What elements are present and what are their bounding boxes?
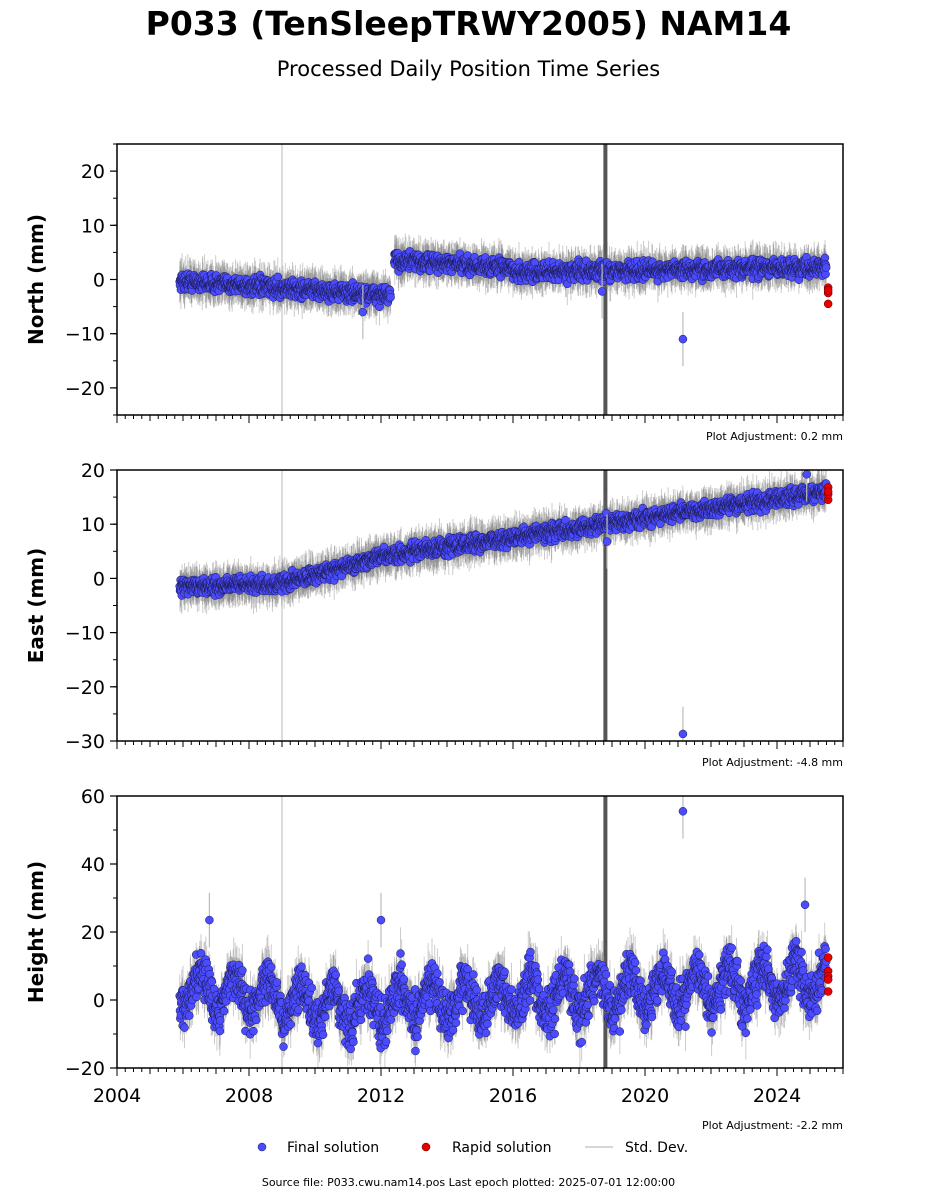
final-point [386, 293, 395, 302]
rapid-solution-series [823, 283, 833, 309]
outlier-point [358, 307, 368, 317]
rapid-point [823, 299, 833, 309]
y-axis-label: North (mm) [24, 214, 48, 345]
final-solution-series [175, 247, 831, 367]
y-tick-label: 10 [81, 215, 105, 237]
chart-title: P033 (TenSleepTRWY2005) NAM14 [145, 4, 792, 43]
chart-subtitle: Processed Daily Position Time Series [276, 57, 661, 81]
rapid-point [823, 286, 833, 295]
outlier-point [597, 287, 607, 296]
data-layer [175, 144, 833, 415]
final-point [821, 263, 831, 272]
y-tick-label: 0 [93, 270, 105, 292]
panel-1: −20 −10 0 10 20 North (mm) Plot Adjustment: 0.… [24, 143, 844, 443]
data-layer [175, 470, 833, 741]
final-point [273, 272, 283, 282]
y-tick-label: −10 [65, 324, 105, 346]
y-tick-label: −20 [65, 378, 105, 400]
outlier-point [678, 334, 688, 344]
y-tick-label: 20 [81, 161, 105, 183]
plot-adjustment-note: Plot Adjustment: 0.2 mm [706, 430, 843, 443]
